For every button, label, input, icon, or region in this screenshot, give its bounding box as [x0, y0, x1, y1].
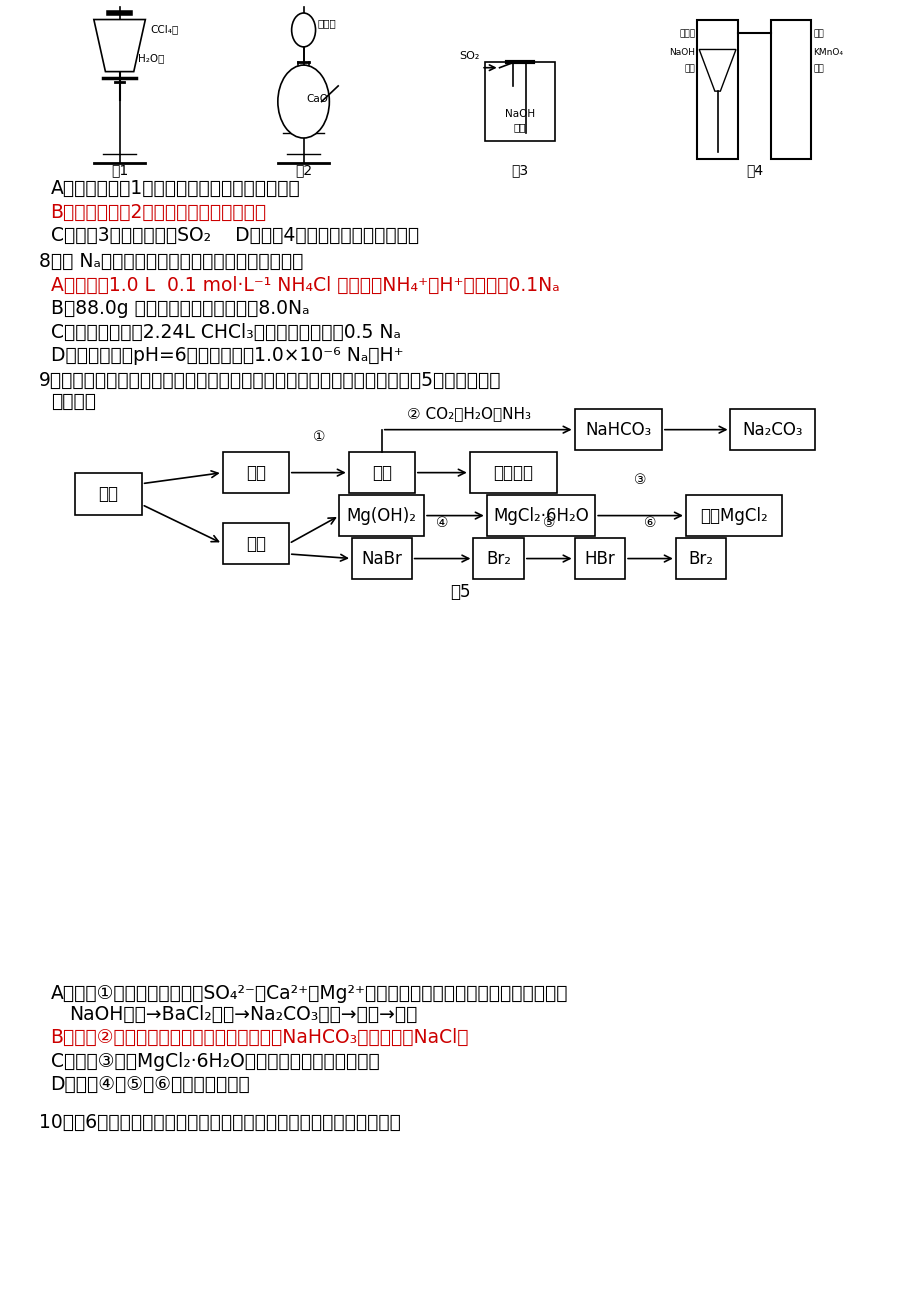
FancyBboxPatch shape	[348, 452, 414, 493]
Text: D．步骤④、⑤、⑥渴元素均被氧化: D．步骤④、⑤、⑥渴元素均被氧化	[51, 1075, 250, 1094]
Text: Br₂: Br₂	[687, 549, 713, 568]
Text: 图1: 图1	[111, 163, 128, 177]
FancyBboxPatch shape	[470, 452, 557, 493]
Text: KMnO₄: KMnO₄	[812, 48, 843, 57]
FancyBboxPatch shape	[222, 452, 289, 493]
Text: ② CO₂、H₂O、NH₃: ② CO₂、H₂O、NH₃	[407, 406, 530, 422]
Text: NaBr: NaBr	[361, 549, 402, 568]
Text: B．88.0g 干冰中含有的电子对数为8.0Nₐ: B．88.0g 干冰中含有的电子对数为8.0Nₐ	[51, 299, 309, 318]
Text: MgCl₂·6H₂O: MgCl₂·6H₂O	[493, 506, 588, 525]
Text: C．标准状况下，2.24L CHCl₃含有原子的数目为0.5 Nₐ: C．标准状况下，2.24L CHCl₃含有原子的数目为0.5 Nₐ	[51, 323, 400, 341]
Text: H₂O层: H₂O层	[138, 53, 165, 64]
Text: B．步骤②中反应利用的原理是：相同条件下NaHCO₃的溢解度比NaCl小: B．步骤②中反应利用的原理是：相同条件下NaHCO₃的溢解度比NaCl小	[51, 1029, 469, 1047]
Text: 精盐: 精盐	[371, 464, 391, 482]
Text: NaHCO₃: NaHCO₃	[584, 421, 651, 439]
Text: 母液: 母液	[245, 535, 266, 552]
Text: HBr: HBr	[584, 549, 615, 568]
Polygon shape	[698, 49, 735, 91]
Text: Mg(OH)₂: Mg(OH)₂	[346, 506, 416, 525]
Text: 酸性: 酸性	[812, 30, 823, 39]
Text: 溶液: 溶液	[513, 121, 526, 132]
Text: NaOH: NaOH	[505, 109, 534, 120]
Text: NaOH溶液→BaCl₂溶液→Na₂CO₃溶液→盐酸→过滤: NaOH溶液→BaCl₂溶液→Na₂CO₃溶液→盐酸→过滤	[69, 1005, 417, 1023]
Text: ①: ①	[312, 431, 324, 444]
Text: 图3: 图3	[511, 163, 528, 177]
Text: Na₂CO₃: Na₂CO₃	[742, 421, 802, 439]
Text: 正确的是: 正确的是	[51, 392, 96, 410]
Text: B．实验室用图2所示装置制取少量的氯气: B．实验室用图2所示装置制取少量的氯气	[51, 203, 267, 221]
Text: SO₂: SO₂	[459, 51, 479, 61]
Text: CaO: CaO	[306, 94, 328, 104]
Text: A．常温下1.0 L  0.1 mol·L⁻¹ NH₄Cl 溶液中，NH₄⁺和H⁺总数大于0.1Nₐ: A．常温下1.0 L 0.1 mol·L⁻¹ NH₄Cl 溶液中，NH₄⁺和H⁺…	[51, 276, 559, 294]
Bar	[484, 108, 554, 141]
Text: 乙醇: 乙醇	[684, 65, 695, 74]
Text: 氯碱工业: 氯碱工业	[493, 464, 533, 482]
FancyBboxPatch shape	[473, 538, 524, 579]
Text: ③: ③	[633, 474, 646, 487]
Polygon shape	[94, 20, 145, 72]
Text: 溶液: 溶液	[812, 65, 823, 74]
Text: A．实验室用图1所示装置萱取、分离渴水中的渴: A．实验室用图1所示装置萱取、分离渴水中的渴	[51, 180, 300, 198]
FancyBboxPatch shape	[675, 538, 726, 579]
Text: 液氯水: 液氯水	[317, 18, 335, 29]
FancyBboxPatch shape	[573, 538, 625, 579]
Circle shape	[291, 13, 315, 47]
Text: 粗盐: 粗盐	[245, 464, 266, 482]
Text: ⑤: ⑤	[542, 517, 555, 530]
Text: 无水MgCl₂: 无水MgCl₂	[699, 506, 767, 525]
Text: C．用图3所示装置收集SO₂    D．用图4所示装置检验有乙烯生成: C．用图3所示装置收集SO₂ D．用图4所示装置检验有乙烯生成	[51, 227, 418, 245]
Text: 8．设 Nₐ为阿伏加德罗常数的値。下列说法正确是: 8．设 Nₐ为阿伏加德罗常数的値。下列说法正确是	[39, 253, 302, 271]
Text: C．步骤③可将MgCl₂·6H₂O晶体在空气中直接加热脱水: C．步骤③可将MgCl₂·6H₂O晶体在空气中直接加热脱水	[51, 1052, 379, 1070]
Text: ⑥: ⑥	[643, 517, 656, 530]
Text: A．步骤①中，除去粗盐中的SO₄²⁻、Ca²⁺、Mg²⁺等杂质，加入试剂及相关操作顺序可以是: A．步骤①中，除去粗盐中的SO₄²⁻、Ca²⁺、Mg²⁺等杂质，加入试剂及相关操…	[51, 984, 568, 1003]
FancyBboxPatch shape	[75, 473, 142, 514]
Text: ④: ④	[436, 517, 448, 530]
Text: 图4: 图4	[745, 163, 762, 177]
FancyBboxPatch shape	[339, 495, 424, 536]
Text: 溴乙烷: 溴乙烷	[678, 30, 695, 39]
FancyBboxPatch shape	[351, 538, 412, 579]
FancyBboxPatch shape	[484, 62, 554, 141]
FancyBboxPatch shape	[573, 409, 662, 450]
FancyBboxPatch shape	[686, 495, 782, 536]
Text: D．某温度下，pH=6的纯水中含有1.0×10⁻⁶ Nₐ个H⁺: D．某温度下，pH=6的纯水中含有1.0×10⁻⁶ Nₐ个H⁺	[51, 346, 403, 365]
Text: 图2: 图2	[295, 163, 312, 177]
FancyBboxPatch shape	[697, 20, 737, 159]
FancyBboxPatch shape	[486, 495, 595, 536]
Circle shape	[278, 65, 329, 138]
FancyBboxPatch shape	[770, 20, 811, 159]
Text: NaOH: NaOH	[669, 48, 695, 57]
Text: Br₂: Br₂	[485, 549, 511, 568]
Text: 海水: 海水	[98, 486, 119, 503]
Text: 图5: 图5	[449, 583, 470, 602]
Text: 9．海水中蕴含丰富的资源，对海水进行综合利用，可制备一系列物质（见图5），下列说法: 9．海水中蕴含丰富的资源，对海水进行综合利用，可制备一系列物质（见图5），下列说…	[39, 371, 501, 389]
FancyBboxPatch shape	[730, 409, 814, 450]
FancyBboxPatch shape	[222, 523, 289, 565]
Text: 10．图6为一种微生物燃料电池结构示意图，关于该电池叙述正确的是: 10．图6为一种微生物燃料电池结构示意图，关于该电池叙述正确的是	[39, 1113, 400, 1131]
Text: CCl₄层: CCl₄层	[150, 25, 178, 35]
